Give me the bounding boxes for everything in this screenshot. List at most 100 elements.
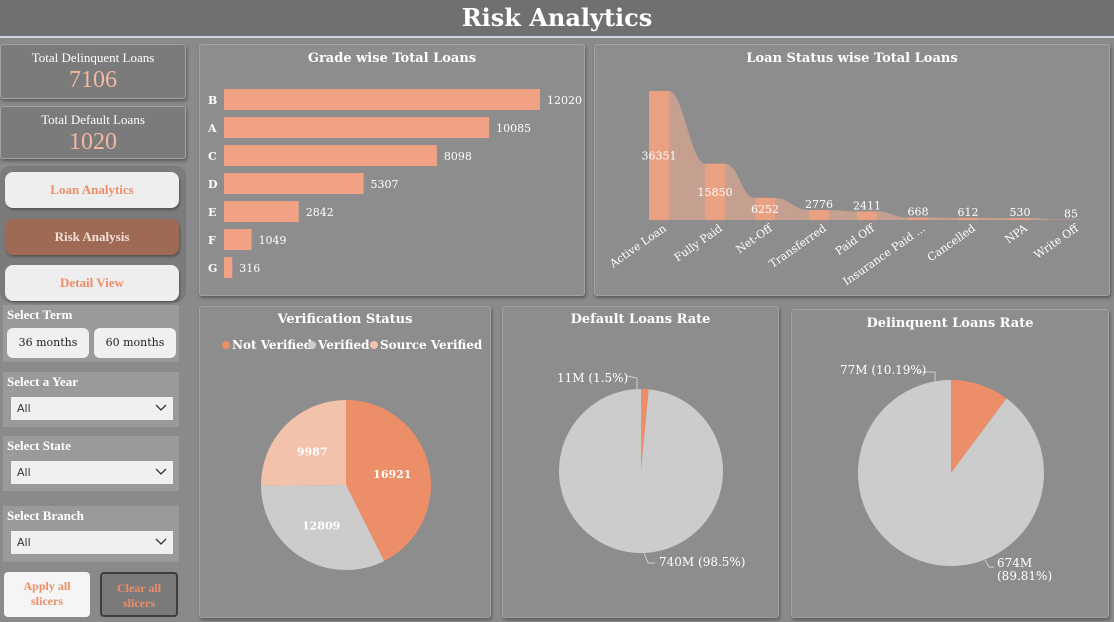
default-rate-slice [641, 389, 649, 471]
default-rate-chart-title: Default Loans Rate [570, 312, 711, 327]
status-value-label: 530 [1010, 206, 1031, 219]
page-header: Risk Analytics [0, 0, 1114, 38]
apply-button-line2: slicers [31, 594, 63, 608]
verification-slice [261, 400, 346, 486]
status-value-label: 36351 [642, 150, 677, 163]
grade-value-label: 12020 [547, 94, 582, 107]
grade-bar-chart: B 12020 A 10085 C 8098 D 5307 E 2842 F 1049 G 316 [207, 89, 582, 278]
status-area [649, 91, 1083, 220]
status-value-label: 612 [958, 206, 979, 219]
status-value-label: 15850 [698, 186, 733, 199]
grade-bar [224, 117, 490, 138]
status-chart-card: Loan Status wise Total Loans 36351 Active… [594, 44, 1110, 296]
verification-value-label: 16921 [373, 468, 411, 481]
grade-bar [224, 89, 540, 110]
page-title: Risk Analytics [461, 3, 653, 32]
branch-dropdown[interactable]: All [11, 531, 173, 554]
nav-risk-analysis-button[interactable]: Risk Analysis [5, 219, 179, 255]
grade-category-label: E [208, 206, 216, 219]
grade-category-label: B [208, 94, 217, 107]
status-area-chart: 36351 Active Loan 15850 Fully Paid 6252 Net-O… [607, 91, 1083, 288]
delinquent-rate-chart-card: Delinquent Loans Rate 77M (10.19%) 674M (8… [791, 309, 1109, 618]
legend-label: Not Verified [232, 338, 313, 352]
status-category-label: Fully Paid [672, 222, 725, 264]
status-category-label: NPA [1003, 221, 1031, 246]
year-dropdown[interactable]: All [11, 397, 173, 420]
term-slicer: Select Term 36 months 60 months [3, 305, 179, 362]
grade-chart-card: Grade wise Total Loans B 12020 A 10085 C 8098… [199, 44, 585, 296]
status-category-label: Write Off [1032, 221, 1082, 261]
default-rate-slice [558, 389, 723, 553]
chevron-down-icon [155, 404, 167, 411]
term-36-months-button[interactable]: 36 months [7, 328, 89, 358]
nav-loan-analytics-button[interactable]: Loan Analytics [5, 172, 179, 208]
grade-bar [224, 201, 299, 222]
apply-button-line1: Apply all [23, 579, 71, 593]
state-slicer-title: Select State [7, 438, 71, 453]
status-category-label: Net-Off [734, 221, 776, 256]
status-bar [809, 210, 829, 220]
grade-category-label: C [208, 150, 217, 163]
verification-value-label: 9987 [297, 445, 328, 458]
kpi-delinquent-value: 7106 [69, 67, 117, 93]
status-bar [908, 217, 928, 220]
verification-slice [261, 485, 385, 570]
status-bar [705, 163, 725, 220]
status-category-label: Transferred [767, 222, 829, 271]
legend-label: Verified [317, 338, 370, 352]
legend-marker [308, 341, 316, 349]
status-bar [1010, 218, 1030, 220]
grade-category-label: A [207, 122, 217, 135]
chevron-down-icon [155, 538, 167, 545]
verification-chart-title: Verification Status [277, 312, 413, 327]
status-value-label: 2776 [805, 198, 833, 211]
term-60-months-button[interactable]: 60 months [94, 328, 176, 358]
default-leader-line [626, 375, 638, 389]
chevron-down-icon [155, 468, 167, 475]
state-slicer: Select State All [3, 436, 179, 491]
verification-chart-card: Verification Status Not Verified Verified… [199, 306, 491, 618]
delinquent-slice-label: 674M [997, 556, 1032, 570]
nav-detail-view-button[interactable]: Detail View [5, 265, 179, 301]
year-dropdown-value: All [17, 402, 31, 415]
status-category-label: Cancelled [925, 222, 978, 264]
kpi-default-value: 1020 [69, 129, 117, 155]
status-bar [649, 91, 669, 220]
default-rate-pie-chart: 11M (1.5%) 740M (98.5%) [557, 371, 746, 569]
status-value-label: 668 [908, 206, 929, 219]
grade-bar [224, 257, 233, 278]
state-dropdown[interactable]: All [11, 461, 173, 484]
clear-all-slicers-button[interactable]: Clear all slicers [100, 572, 178, 617]
navigation-panel: Loan Analytics Risk Analysis Detail View [0, 166, 186, 302]
status-category-label: Active Loan [607, 222, 669, 271]
year-slicer: Select a Year All [3, 372, 179, 427]
term-slicer-title: Select Term [7, 307, 73, 322]
grade-chart-title: Grade wise Total Loans [307, 51, 477, 66]
delinquent-leader-line [918, 371, 936, 384]
grade-value-label: 10085 [496, 122, 531, 135]
grade-value-label: 5307 [371, 178, 399, 191]
kpi-delinquent-label: Total Delinquent Loans [31, 50, 155, 65]
delinquent-rate-chart-title: Delinquent Loans Rate [866, 316, 1034, 331]
default-leader-line [643, 552, 655, 564]
branch-dropdown-value: All [17, 536, 31, 549]
delinquent-slice-label: 77M (10.19%) [840, 363, 927, 377]
year-slicer-title: Select a Year [7, 374, 78, 389]
status-value-label: 2411 [853, 199, 881, 212]
grade-value-label: 316 [239, 262, 260, 275]
verification-pie-chart: Not Verified Verified Source Verified 16921… [222, 338, 483, 570]
delinquent-slice-label: (89.81%) [997, 569, 1052, 583]
grade-bar [224, 145, 437, 166]
verification-slice [346, 400, 432, 561]
delinquent-rate-pie-chart: 77M (10.19%) 674M(89.81%) [840, 363, 1052, 583]
clear-button-line2: slicers [123, 596, 155, 610]
grade-category-label: D [208, 178, 218, 191]
verification-value-label: 12809 [302, 520, 340, 533]
grade-value-label: 2842 [306, 206, 334, 219]
status-bar [958, 217, 978, 220]
apply-all-slicers-button[interactable]: Apply all slicers [4, 572, 90, 617]
status-chart-title: Loan Status wise Total Loans [746, 51, 958, 66]
grade-bar [224, 229, 252, 250]
default-slice-label: 11M (1.5%) [557, 371, 628, 385]
delinquent-leader-line [984, 559, 994, 568]
